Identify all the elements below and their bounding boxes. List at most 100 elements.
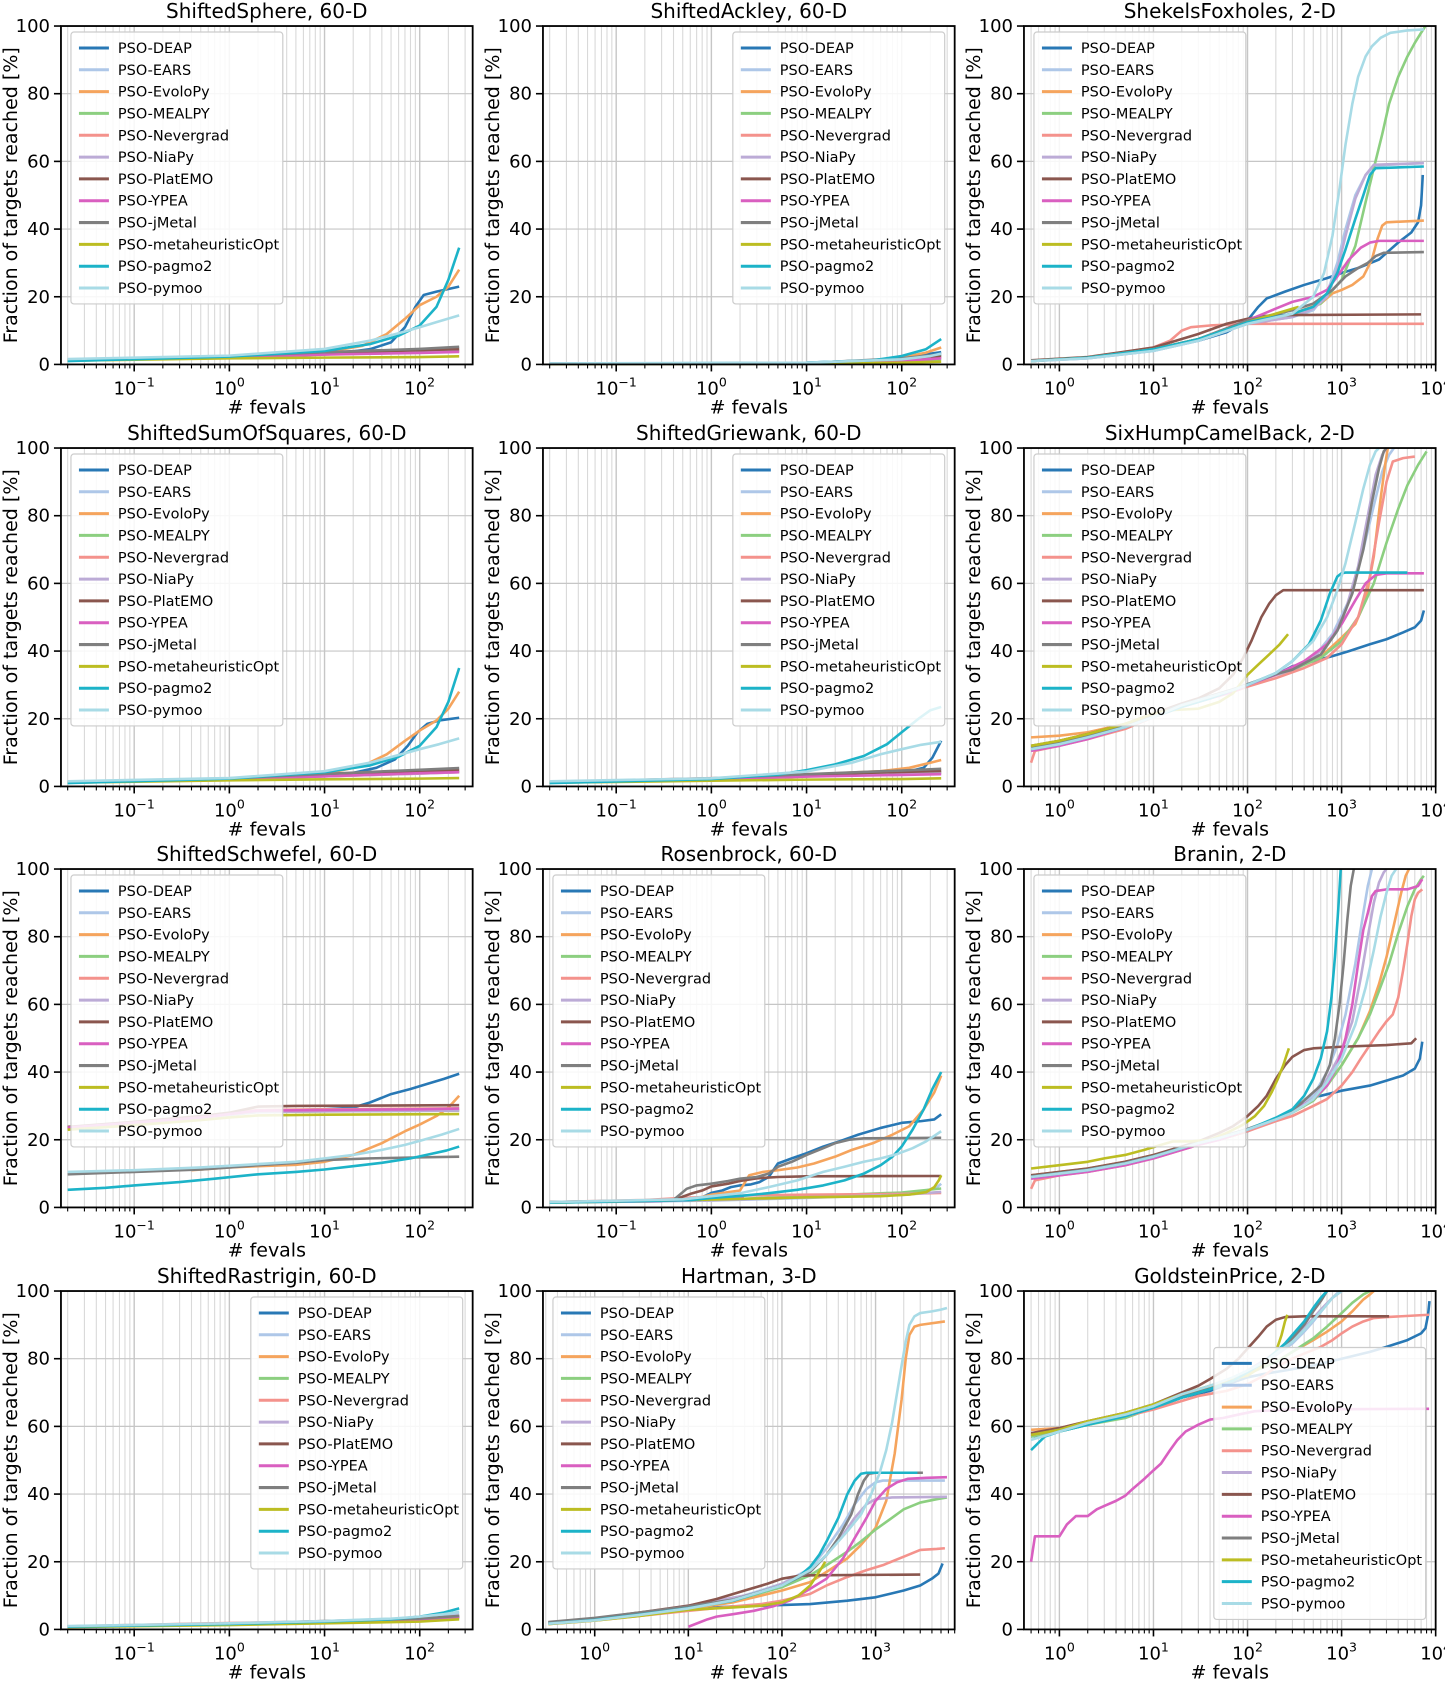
legend-label: PSO-NiaPy bbox=[118, 572, 194, 588]
y-tick-label: 60 bbox=[509, 151, 532, 172]
y-tick-label: 0 bbox=[39, 1197, 50, 1218]
series-PSO-pagmo2 bbox=[549, 1071, 942, 1205]
y-axis: 0 20 40 60 80 100 bbox=[979, 859, 1025, 1218]
legend-label: PSO-PlatEMO bbox=[1081, 593, 1176, 609]
legend-label: PSO-Nevergrad bbox=[600, 1393, 711, 1409]
y-axis: 0 20 40 60 80 100 bbox=[979, 16, 1025, 375]
legend-label: PSO-pymoo bbox=[600, 1546, 685, 1562]
y-tick-label: 80 bbox=[990, 84, 1013, 105]
x-tick-label: 102 bbox=[404, 374, 435, 399]
legend-label: PSO-Nevergrad bbox=[1081, 128, 1192, 144]
legend-label: PSO-pymoo bbox=[1081, 281, 1166, 297]
y-tick-label: 20 bbox=[27, 708, 50, 729]
chart-title: ShiftedSchwefel, 60-D bbox=[156, 843, 377, 866]
y-axis: 0 20 40 60 80 100 bbox=[16, 859, 61, 1218]
legend-label: PSO-jMetal bbox=[118, 1059, 197, 1075]
chart-0: 10−1 100 101 102 # fevals 0 20 40 60 80 100 Fractio… bbox=[0, 0, 482, 422]
legend-label: PSO-MEALPY bbox=[1261, 1421, 1353, 1437]
y-tick-label: 0 bbox=[520, 1197, 531, 1218]
x-tick-label: 102 bbox=[886, 374, 917, 399]
legend-label: PSO-jMetal bbox=[1081, 216, 1160, 232]
x-tick-label: 102 bbox=[1232, 374, 1263, 399]
legend-label: PSO-YPEA bbox=[779, 194, 849, 210]
legend-label: PSO-YPEA bbox=[1081, 615, 1151, 631]
x-axis: 10−1 100 101 102 bbox=[67, 785, 466, 821]
y-tick-label: 0 bbox=[1002, 1197, 1013, 1218]
x-tick-label: 100 bbox=[696, 1217, 727, 1242]
x-axis: 100 101 102 103 104 bbox=[1030, 364, 1445, 399]
y-tick-label: 40 bbox=[990, 1062, 1013, 1083]
legend-label: PSO-pagmo2 bbox=[1081, 1102, 1175, 1118]
legend-label: PSO-jMetal bbox=[779, 637, 858, 653]
x-tick-label: 102 bbox=[404, 1217, 435, 1242]
y-tick-label: 20 bbox=[27, 1551, 50, 1572]
legend-label: PSO-PlatEMO bbox=[118, 172, 213, 188]
chart-title: ShiftedRastrigin, 60-D bbox=[157, 1265, 377, 1288]
x-tick-label: 101 bbox=[309, 796, 340, 821]
y-tick-label: 0 bbox=[1002, 776, 1013, 797]
y-tick-label: 0 bbox=[39, 1619, 50, 1640]
legend-label: PSO-NiaPy bbox=[779, 572, 855, 588]
y-tick-label: 60 bbox=[509, 1416, 532, 1437]
legend-label: PSO-metaheuristicOpt bbox=[118, 237, 280, 253]
y-tick-label: 0 bbox=[520, 1619, 531, 1640]
y-axis: 0 20 40 60 80 100 bbox=[497, 438, 543, 797]
legend-label: PSO-pymoo bbox=[600, 1124, 685, 1140]
x-tick-label: 103 bbox=[860, 1639, 891, 1664]
legend-label: PSO-DEAP bbox=[779, 41, 853, 57]
legend-label: PSO-EARS bbox=[779, 484, 852, 500]
legend-label: PSO-EvoloPy bbox=[600, 1349, 692, 1365]
legend-label: PSO-YPEA bbox=[1261, 1509, 1331, 1525]
legend-label: PSO-pagmo2 bbox=[118, 681, 212, 697]
y-axis-label: Fraction of targets reached [%] bbox=[963, 1312, 985, 1608]
y-tick-label: 60 bbox=[990, 1416, 1013, 1437]
y-tick-label: 80 bbox=[27, 1348, 50, 1369]
y-axis-label: Fraction of targets reached [%] bbox=[0, 890, 22, 1186]
legend: PSO-DEAP PSO-EARS PSO-EvoloPy PSO-MEALPY PSO… bbox=[250, 1295, 464, 1570]
x-tick-label: 100 bbox=[214, 1217, 245, 1242]
y-tick-label: 60 bbox=[990, 573, 1013, 594]
legend-label: PSO-jMetal bbox=[779, 216, 858, 232]
legend-label: PSO-EvoloPy bbox=[1261, 1400, 1353, 1416]
y-axis-label: Fraction of targets reached [%] bbox=[482, 890, 504, 1186]
legend-label: PSO-PlatEMO bbox=[118, 593, 213, 609]
y-tick-label: 100 bbox=[16, 16, 50, 37]
x-axis: 10−1 100 101 102 bbox=[548, 785, 948, 821]
x-axis: 10−1 100 101 102 bbox=[548, 364, 948, 399]
legend-label: PSO-EARS bbox=[1081, 906, 1154, 922]
legend-label: PSO-PlatEMO bbox=[779, 593, 874, 609]
axes-spines bbox=[541, 446, 956, 787]
x-tick-label: 104 bbox=[1421, 374, 1445, 399]
chart-title: ShekelsFoxholes, 2-D bbox=[1124, 0, 1336, 23]
legend: PSO-DEAP PSO-EARS PSO-EvoloPy PSO-MEALPY PSO… bbox=[731, 452, 945, 727]
x-axis-label: # fevals bbox=[1191, 818, 1269, 840]
series-PSO-metaheuristicOpt bbox=[549, 1174, 943, 1205]
legend-label: PSO-Nevergrad bbox=[779, 128, 890, 144]
axes-spines bbox=[1023, 25, 1437, 366]
x-tick-label: 100 bbox=[1044, 374, 1075, 399]
legend-label: PSO-Nevergrad bbox=[118, 971, 229, 987]
y-tick-label: 100 bbox=[497, 859, 531, 880]
y-tick-label: 40 bbox=[990, 1484, 1013, 1505]
legend-label: PSO-EvoloPy bbox=[118, 506, 210, 522]
x-tick-label: 103 bbox=[1327, 374, 1358, 399]
legend-label: PSO-EARS bbox=[1261, 1378, 1334, 1394]
x-tick-label: 102 bbox=[1232, 1639, 1263, 1664]
axes-spines bbox=[60, 25, 474, 366]
legend-label: PSO-metaheuristicOpt bbox=[779, 237, 941, 253]
y-tick-label: 100 bbox=[16, 438, 50, 459]
x-axis-label: # fevals bbox=[228, 1239, 306, 1261]
legend-label: PSO-Nevergrad bbox=[1261, 1443, 1372, 1459]
legend-label: PSO-MEALPY bbox=[118, 949, 210, 965]
legend-label: PSO-YPEA bbox=[600, 1037, 670, 1053]
legend: PSO-DEAP PSO-EARS PSO-EvoloPy PSO-MEALPY PSO… bbox=[552, 1295, 766, 1570]
legend-label: PSO-metaheuristicOpt bbox=[1081, 659, 1243, 675]
subplot-shiftedrastrigin-60d: 10−1 100 101 102 # fevals 0 20 40 60 80 100 Fractio… bbox=[0, 1264, 482, 1686]
series-PSO-pagmo2 bbox=[67, 1145, 460, 1192]
legend-label: PSO-NiaPy bbox=[1081, 993, 1157, 1009]
y-tick-label: 80 bbox=[509, 505, 532, 526]
legend-label: PSO-pagmo2 bbox=[1081, 681, 1175, 697]
chart-title: ShiftedAckley, 60-D bbox=[650, 0, 847, 23]
x-tick-label: 102 bbox=[404, 796, 435, 821]
legend-label: PSO-YPEA bbox=[1081, 1037, 1151, 1053]
